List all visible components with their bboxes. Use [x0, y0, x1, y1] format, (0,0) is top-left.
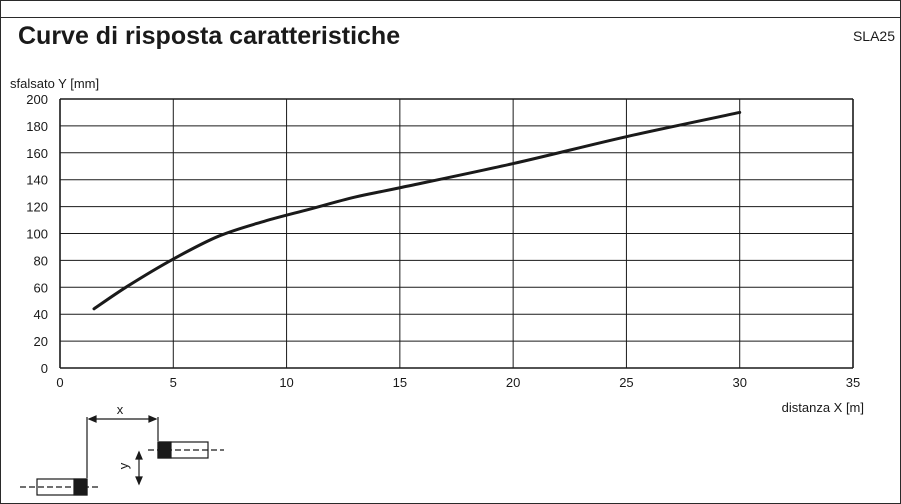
y-tick-label: 200 [26, 92, 48, 107]
diagram-y-label: y [116, 462, 131, 469]
y-tick-label: 40 [34, 307, 48, 322]
x-tick-label: 5 [170, 375, 177, 390]
x-tick-label: 25 [619, 375, 633, 390]
x-tick-label: 30 [732, 375, 746, 390]
chart-title: Curve di risposta caratteristiche [18, 22, 401, 50]
y-tick-label: 100 [26, 227, 48, 242]
x-tick-label: 10 [279, 375, 293, 390]
model-code: SLA25 [852, 28, 895, 44]
x-tick-label: 15 [393, 375, 407, 390]
y-tick-label: 180 [26, 119, 48, 134]
diagram-x-label: x [117, 402, 124, 417]
y-tick-label: 160 [26, 146, 48, 161]
x-tick-label: 0 [56, 375, 63, 390]
y-tick-label: 0 [41, 361, 48, 376]
y-tick-label: 80 [34, 253, 48, 268]
x-axis-label: distanza X [m] [781, 400, 864, 415]
y-tick-label: 20 [34, 334, 48, 349]
x-tick-label: 20 [506, 375, 520, 390]
diagram-arrow-down [135, 476, 143, 486]
y-tick-label: 140 [26, 173, 48, 188]
y-tick-label: 120 [26, 200, 48, 215]
y-tick-label: 60 [34, 280, 48, 295]
diagram-arrow-right [148, 415, 158, 423]
diagram-arrow-up [135, 450, 143, 460]
series-line [92, 110, 742, 311]
setup-diagram [20, 415, 224, 496]
y-axis-label: sfalsato Y [mm] [10, 76, 100, 91]
x-tick-label: 35 [846, 375, 860, 390]
diagram-arrow-left [87, 415, 97, 423]
